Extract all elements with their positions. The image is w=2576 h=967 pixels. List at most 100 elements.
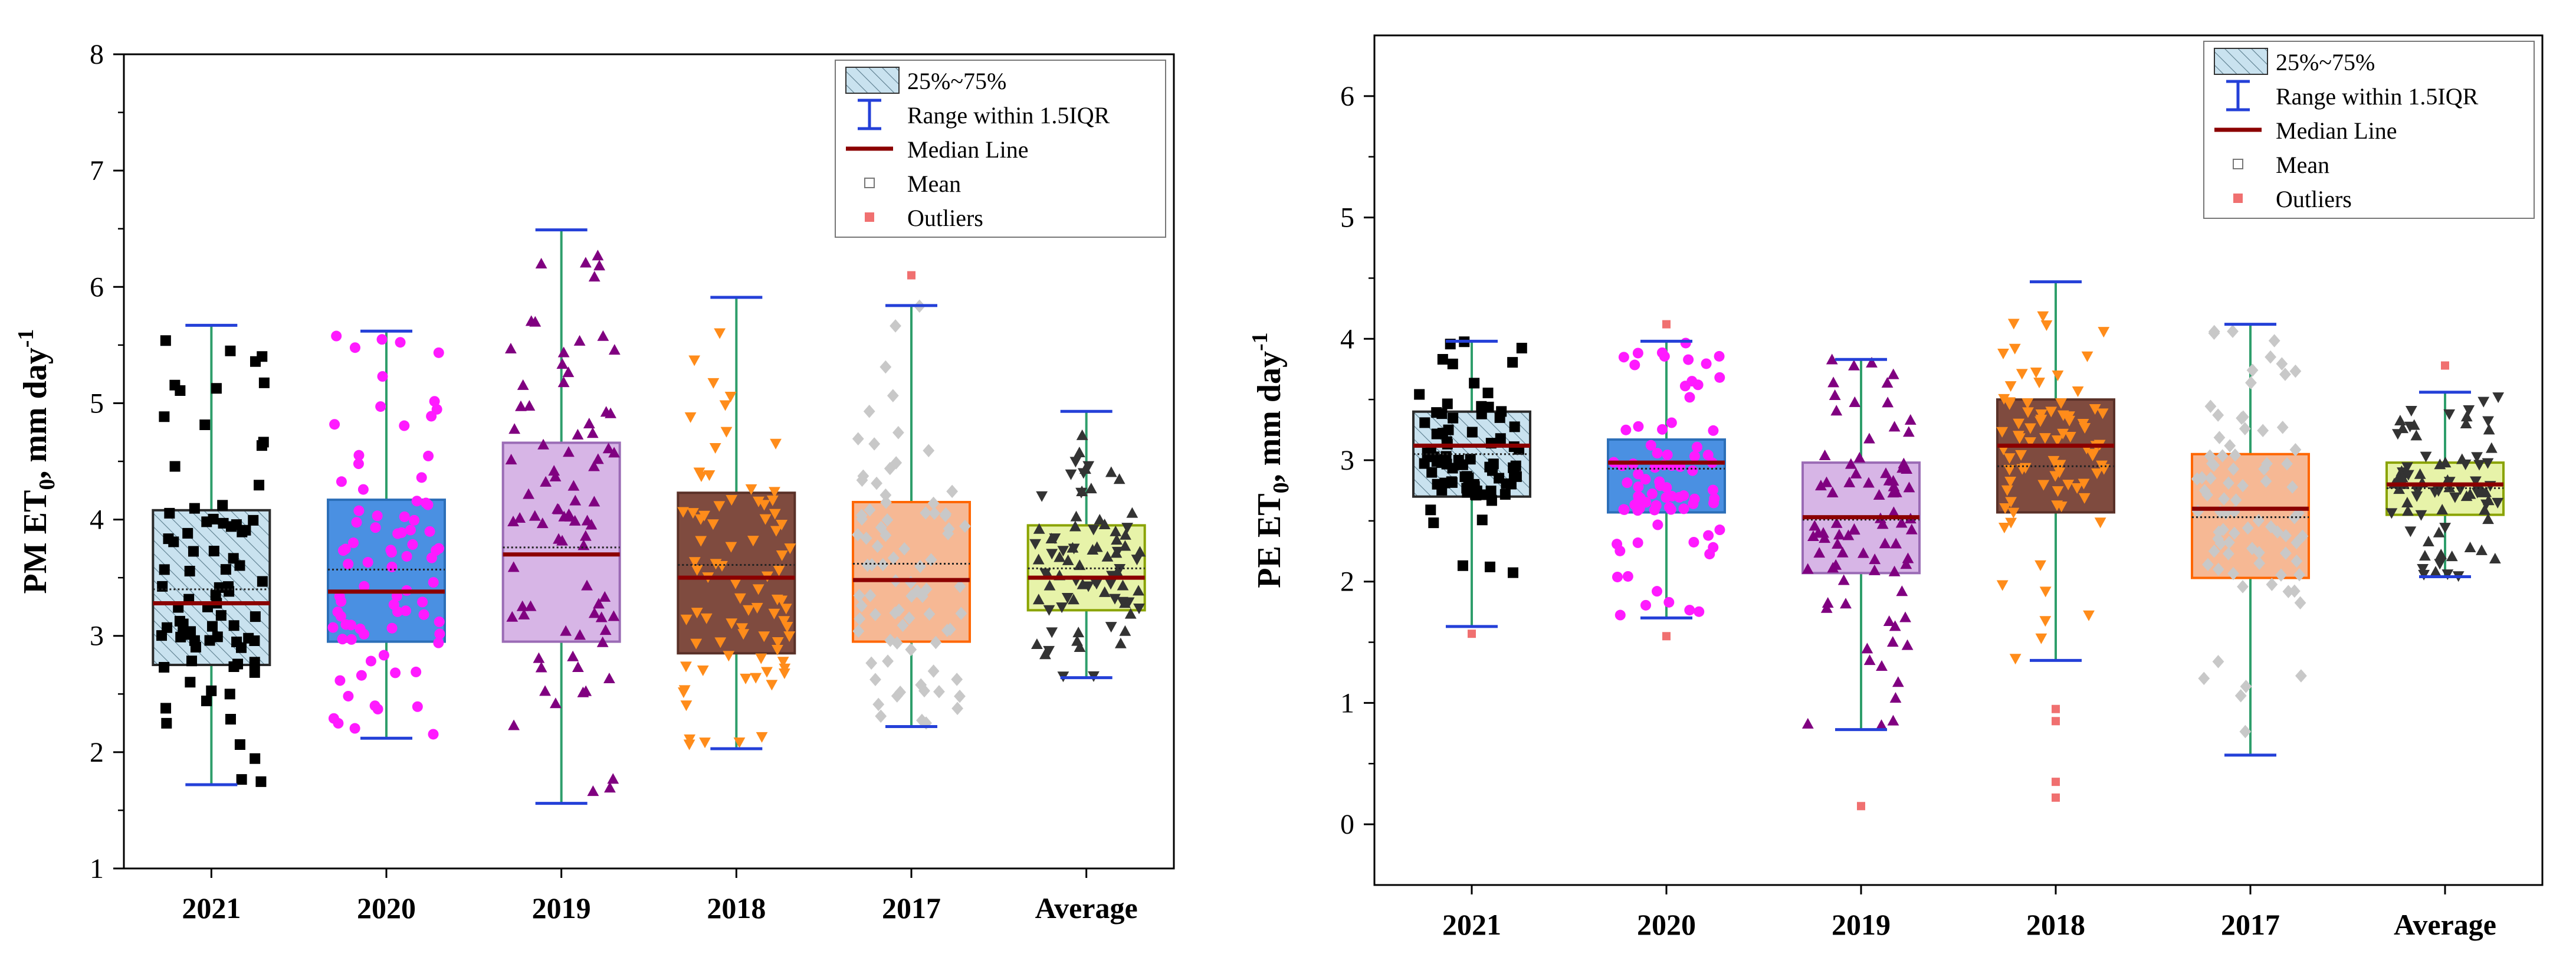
data-point (707, 519, 719, 530)
data-point (356, 670, 367, 681)
data-point (2471, 452, 2483, 463)
data-point (2253, 556, 2266, 571)
data-point (2009, 343, 2021, 355)
data-point (1457, 560, 1468, 571)
data-point (892, 426, 904, 440)
data-point (2004, 381, 2017, 392)
data-point (2039, 433, 2051, 444)
data-point (388, 599, 399, 610)
data-point (2098, 327, 2110, 338)
data-point (424, 526, 435, 537)
left-xtick-label: Average (1035, 891, 1138, 925)
data-point (2052, 486, 2064, 497)
data-point (581, 579, 593, 591)
data-point (258, 377, 270, 388)
outlier-point (1468, 630, 1476, 638)
data-point (548, 465, 560, 476)
data-point (954, 579, 966, 594)
data-point (178, 618, 189, 630)
data-point (1830, 559, 1842, 570)
data-point (1432, 454, 1443, 465)
data-point (1689, 493, 1700, 504)
data-point (1507, 567, 1518, 578)
data-point (515, 400, 527, 411)
legend-swatch-outlier (865, 212, 874, 222)
data-point (2434, 559, 2446, 570)
data-point (1820, 476, 1833, 487)
left-legend-label: Mean (907, 171, 961, 197)
data-point (599, 591, 611, 602)
data-point (2024, 423, 2036, 434)
data-point (2007, 507, 2020, 519)
data-point (1861, 643, 1873, 654)
data-point (1663, 596, 1675, 608)
data-point (1471, 490, 1482, 501)
data-point (201, 696, 212, 707)
right-ytick-label: 1 (1340, 687, 1354, 719)
data-point (365, 655, 376, 667)
data-point (1840, 598, 1852, 609)
data-point (372, 703, 383, 714)
data-point (1111, 546, 1124, 558)
data-point (540, 476, 552, 487)
data-point (567, 650, 579, 661)
data-point (714, 637, 727, 648)
data-point (563, 508, 575, 519)
data-point (224, 586, 235, 597)
data-point (1826, 487, 1839, 498)
data-point (334, 591, 345, 602)
data-point (184, 566, 195, 577)
data-point (1133, 603, 1145, 614)
data-point (2037, 480, 2050, 491)
data-point (2228, 526, 2240, 540)
data-point (2489, 552, 2501, 563)
data-point (726, 618, 738, 630)
data-point (560, 625, 572, 636)
data-point (1114, 564, 1126, 575)
left-box-2020: 2020 (327, 329, 446, 925)
data-point (1714, 372, 1725, 383)
data-point (599, 624, 612, 635)
data-point (1684, 392, 1695, 403)
data-point (2265, 520, 2277, 534)
data-point (1033, 523, 1045, 534)
data-point (2052, 435, 2063, 446)
data-point (2072, 386, 2084, 397)
data-point (2212, 562, 2224, 576)
data-point (1998, 394, 2010, 405)
iqr-box (327, 499, 446, 643)
data-point (1881, 377, 1894, 388)
data-point (2402, 505, 2414, 516)
data-point (1098, 586, 1111, 597)
data-point (603, 672, 615, 683)
data-point (887, 551, 900, 565)
data-point (579, 257, 592, 268)
data-point (2012, 431, 2024, 442)
data-point (1652, 448, 1663, 459)
data-point (537, 438, 549, 450)
data-point (869, 608, 881, 621)
data-point (884, 461, 896, 476)
data-point (2005, 517, 2017, 529)
data-point (569, 494, 582, 506)
data-point (1704, 549, 1715, 560)
data-point (523, 488, 534, 499)
data-point (2246, 542, 2258, 555)
data-point (1459, 471, 1471, 483)
data-point (1857, 547, 1869, 558)
data-point (2449, 492, 2461, 503)
data-point (2482, 513, 2494, 525)
data-point (1126, 507, 1138, 518)
data-point (395, 337, 406, 348)
data-point (1073, 446, 1085, 457)
data-point (1121, 523, 1133, 534)
data-point (2035, 633, 2047, 644)
data-point (539, 685, 551, 696)
data-point (1661, 482, 1672, 493)
data-point (684, 734, 696, 745)
data-point (1866, 356, 1878, 368)
data-point (2222, 547, 2234, 560)
data-point (346, 634, 357, 645)
data-point (524, 600, 537, 611)
right-box-2018: 2018 (1996, 280, 2115, 941)
